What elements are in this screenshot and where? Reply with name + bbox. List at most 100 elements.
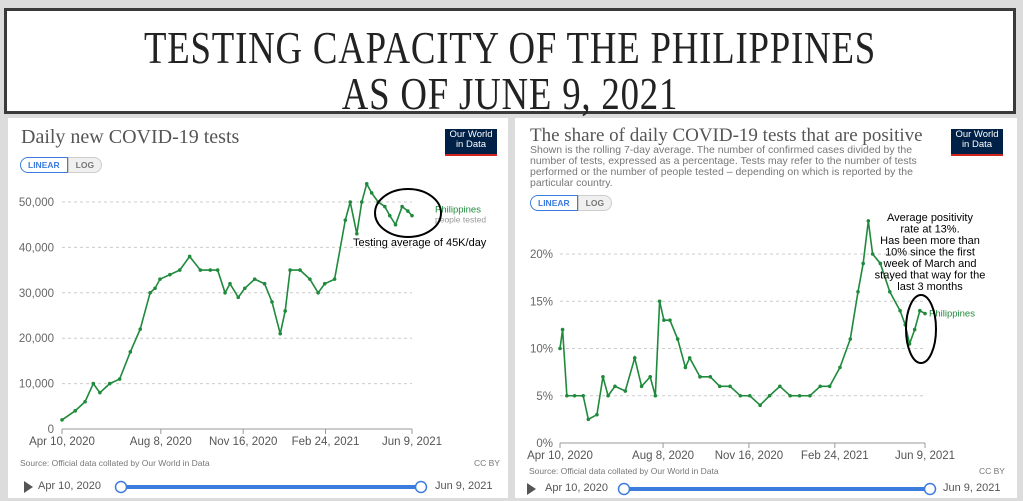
series-label: Philippines [929, 309, 975, 320]
timeline-end-handle[interactable] [923, 482, 937, 496]
data-point [878, 261, 883, 266]
data-point [698, 375, 702, 379]
data-point [918, 308, 922, 313]
data-point [215, 268, 220, 272]
log-button[interactable]: LOG [577, 195, 613, 211]
data-point [278, 331, 283, 336]
data-point [158, 277, 162, 281]
data-point [208, 268, 213, 272]
data-point [848, 337, 853, 341]
data-point [283, 309, 287, 313]
data-point [778, 384, 782, 389]
play-icon [24, 481, 33, 493]
data-point [687, 356, 692, 360]
data-point [653, 393, 658, 398]
x-tick-label: Nov 16, 2020 [209, 436, 277, 448]
x-tick-label: Feb 24, 2021 [292, 436, 360, 448]
data-point [128, 350, 133, 354]
data-point [308, 277, 312, 281]
data-point [60, 418, 64, 422]
banner-title-line1: TESTING CAPACITY OF THE PHILIPPINES [143, 22, 877, 73]
x-tick-label: Aug 8, 2020 [130, 436, 192, 448]
timeline-start-handle[interactable] [617, 482, 631, 496]
chart-panel-positivity: The share of daily COVID-19 tests that a… [515, 118, 1017, 498]
series-line [559, 220, 926, 421]
x-tick-label: Feb 24, 2021 [801, 450, 869, 462]
data-point [923, 311, 927, 316]
chart-title: The share of daily COVID-19 tests that a… [530, 125, 923, 146]
linear-button[interactable]: LINEAR [20, 157, 68, 173]
annotation-text: Average positivity [887, 212, 974, 224]
source-note: Source: Official data collated by Our Wo… [20, 458, 210, 468]
source-note: Source: Official data collated by Our Wo… [529, 466, 719, 476]
banner-title-line2: AS OF JUNE 9, 2021 [341, 68, 679, 119]
data-point [662, 318, 666, 322]
title-banner: TESTING CAPACITY OF THE PHILIPPINES AS O… [4, 8, 1016, 119]
timeline-end-handle[interactable] [414, 480, 428, 494]
data-point [586, 417, 591, 422]
data-point [73, 409, 77, 413]
data-point [369, 191, 374, 195]
y-tick-label: 20% [530, 249, 553, 261]
annotation-text: Has been more than [880, 235, 980, 247]
timeline-start-handle[interactable] [114, 480, 128, 494]
data-point [717, 384, 722, 389]
data-point [236, 295, 241, 300]
data-point [117, 377, 122, 381]
data-point [572, 393, 577, 398]
owid-logo: Our World in Data [445, 129, 497, 156]
annotation-text: stayed that way for the [875, 270, 986, 282]
data-point [387, 213, 392, 218]
chart-title: Daily new COVID-19 tests [21, 126, 240, 148]
data-point [406, 209, 410, 213]
chart-plot: 0 10,000 20,000 30,000 40,000 50,000 Apr 10, 2… [19, 181, 487, 494]
data-point [818, 384, 823, 389]
data-point [657, 299, 662, 304]
data-point [675, 337, 680, 341]
y-tick-label: 40,000 [19, 242, 54, 254]
data-point [808, 393, 812, 398]
linear-button[interactable]: LINEAR [530, 195, 578, 211]
data-point [393, 222, 398, 227]
data-point [288, 268, 292, 272]
series-sublabel: people tested [435, 215, 486, 225]
data-point [912, 327, 917, 332]
data-point [177, 268, 182, 272]
data-point [898, 308, 902, 313]
data-point [187, 254, 192, 259]
data-point [560, 327, 565, 332]
log-button[interactable]: LOG [67, 157, 103, 173]
y-tick-label: 0% [536, 438, 553, 450]
x-tick-label: Apr 10, 2020 [29, 436, 95, 448]
y-tick-label: 5% [536, 391, 553, 403]
data-point [270, 300, 274, 304]
data-point [595, 412, 599, 417]
data-point [322, 281, 327, 286]
x-tick-label: Apr 10, 2020 [527, 450, 593, 462]
data-point [639, 384, 644, 389]
x-tick-label: Jun 9, 2021 [895, 450, 955, 462]
data-point [168, 272, 172, 277]
data-point [767, 393, 772, 398]
annotation-text: 10% since the first [885, 247, 975, 259]
data-point [758, 403, 762, 408]
data-point [228, 281, 232, 286]
y-tick-label: 15% [530, 296, 553, 308]
y-tick-label: 50,000 [19, 197, 54, 209]
y-tick-label: 20,000 [19, 333, 54, 345]
license-note: CC BY [979, 466, 1005, 476]
x-tick-label: Aug 8, 2020 [632, 450, 694, 462]
timeline-end-label: Jun 9, 2021 [943, 482, 1001, 494]
data-point [887, 290, 892, 294]
data-point [252, 277, 257, 281]
data-point [107, 381, 112, 386]
data-point [98, 390, 102, 395]
data-point [856, 290, 860, 294]
timeline-start-label: Apr 10, 2020 [38, 480, 101, 492]
data-point [153, 286, 157, 291]
data-point [198, 268, 203, 272]
data-point [348, 200, 353, 204]
data-point [565, 393, 569, 398]
data-point [83, 399, 87, 404]
annotation-text: rate at 13%. [900, 224, 959, 236]
